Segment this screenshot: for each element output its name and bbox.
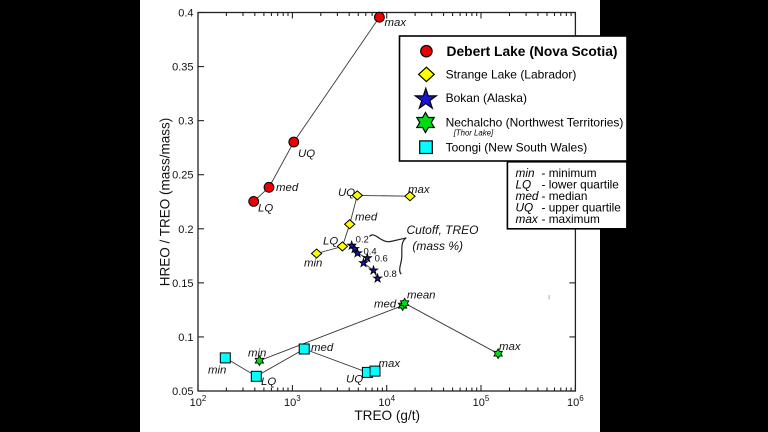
svg-text:min: min bbox=[304, 258, 322, 270]
svg-text:0.4: 0.4 bbox=[364, 246, 377, 257]
svg-text:0.2: 0.2 bbox=[178, 224, 193, 236]
svg-text:min: min bbox=[516, 166, 535, 180]
svg-text:UQ: UQ bbox=[338, 187, 355, 199]
svg-text:max: max bbox=[499, 341, 522, 353]
svg-text:Debert Lake (Nova Scotia): Debert Lake (Nova Scotia) bbox=[447, 44, 618, 59]
svg-text:max: max bbox=[385, 17, 408, 29]
svg-text:Toongi (New South Wales): Toongi (New South Wales) bbox=[446, 140, 588, 154]
svg-text:0.4: 0.4 bbox=[178, 8, 193, 20]
svg-text:0.6: 0.6 bbox=[375, 253, 388, 264]
svg-text:Bokan (Alaska): Bokan (Alaska) bbox=[446, 91, 527, 105]
svg-text:UQ: UQ bbox=[346, 374, 363, 386]
svg-text:Strange Lake (Labrador): Strange Lake (Labrador) bbox=[446, 68, 577, 82]
svg-text:[Thor Lake]: [Thor Lake] bbox=[453, 129, 494, 138]
svg-text:UQ: UQ bbox=[298, 148, 315, 160]
svg-text:med: med bbox=[276, 182, 299, 194]
svg-text:max: max bbox=[379, 358, 402, 370]
svg-text:TREO (g/t): TREO (g/t) bbox=[354, 408, 420, 423]
svg-text:med: med bbox=[374, 299, 397, 311]
svg-text:LQ: LQ bbox=[323, 236, 338, 248]
svg-text:max: max bbox=[516, 212, 539, 226]
svg-text:- maximum: - maximum bbox=[542, 212, 601, 226]
svg-text:0.8: 0.8 bbox=[384, 269, 397, 280]
svg-text:LQ: LQ bbox=[261, 376, 276, 388]
svg-text:0.05: 0.05 bbox=[172, 386, 193, 398]
svg-text:0.1: 0.1 bbox=[178, 332, 193, 344]
svg-text:0.2: 0.2 bbox=[356, 235, 369, 246]
svg-text:- upper quartile: - upper quartile bbox=[542, 201, 622, 215]
svg-text:mean: mean bbox=[407, 290, 436, 302]
svg-text:(mass %): (mass %) bbox=[412, 239, 463, 253]
svg-text:max: max bbox=[408, 184, 431, 196]
svg-text:Nechalcho (Northwest Territori: Nechalcho (Northwest Territories) bbox=[446, 116, 624, 130]
svg-text:0.25: 0.25 bbox=[172, 170, 193, 182]
svg-text:min: min bbox=[208, 365, 226, 377]
svg-text:HREO / TREO (mass/mass): HREO / TREO (mass/mass) bbox=[158, 118, 173, 287]
svg-text:- median: - median bbox=[542, 189, 588, 203]
svg-text:med: med bbox=[516, 189, 539, 203]
svg-text:med: med bbox=[355, 212, 378, 224]
svg-text:min: min bbox=[248, 348, 266, 360]
svg-text:0.3: 0.3 bbox=[178, 116, 193, 128]
svg-text:0.15: 0.15 bbox=[172, 278, 193, 290]
svg-text:UQ: UQ bbox=[516, 201, 534, 215]
svg-text:- lower quartile: - lower quartile bbox=[542, 178, 620, 192]
svg-text:0.35: 0.35 bbox=[172, 62, 193, 74]
svg-text:med: med bbox=[311, 342, 334, 354]
svg-text:Cutoff, TREO: Cutoff, TREO bbox=[407, 223, 479, 237]
svg-text:LQ: LQ bbox=[516, 178, 532, 192]
svg-text:LQ: LQ bbox=[258, 203, 273, 215]
svg-text:- minimum: - minimum bbox=[542, 166, 597, 180]
